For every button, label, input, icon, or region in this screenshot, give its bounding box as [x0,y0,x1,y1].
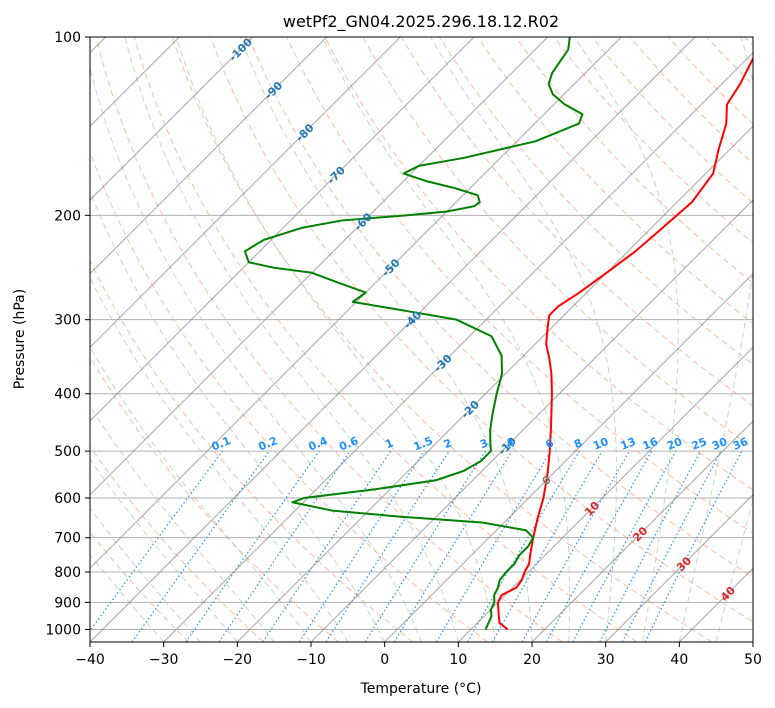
isotherm-line [90,37,328,275]
dry-adiabat [90,259,414,642]
moist-adiabat [90,276,349,642]
chart-title: wetPf2_GN04.2025.296.18.12.R02 [283,12,559,32]
temperature-profile-line [497,56,753,631]
isotherm-line [90,37,549,496]
moist-adiabat [175,37,496,642]
dry-adiabat [515,37,753,284]
mixing-ratio-line [521,450,631,642]
mixing-ratio-labels: 0.1 0.2 0.4 0.6 1 1.5 2 3 4 6 8 10 13 16 20 25 30 36 [210,434,751,453]
moist-adiabat [715,498,753,642]
x-axis-title: Temperature (°C) [360,681,482,697]
isotherm-line [531,420,753,642]
mixing-ratio-line [90,450,223,632]
mixing-ratio-line [298,450,425,642]
mixing-ratio-label: 20 [665,435,684,453]
dewpoint-profile-line [243,37,584,630]
mixing-ratio-label: 8 [572,436,584,451]
pressure-gridlines [90,36,753,630]
plot-background [90,37,753,642]
mixing-ratio-label: 30 [710,435,729,453]
mixing-ratio-line [262,450,392,642]
x-tick-label: −40 [75,652,105,668]
isotherm-line [163,51,753,642]
isotherm-line [90,37,401,349]
x-tick-label: 50 [744,652,762,668]
moist-adiabat [90,553,165,642]
x-tick-label: 10 [449,652,467,668]
dry-adiabat [248,37,753,578]
mixing-ratio-line [393,450,513,642]
y-tick-label: 300 [54,313,81,329]
mixing-ratio-line [644,450,743,642]
y-tick-label: 400 [54,387,81,403]
plot-frame [89,36,754,643]
x-tick-label: −20 [223,652,253,668]
isotherm-line [90,37,475,422]
y-tick-label: 100 [54,30,81,46]
mixing-ratio-line [572,450,677,642]
y-tick-label: 500 [54,444,81,460]
moist-adiabats [90,37,753,642]
mixing-ratio-line [218,450,351,642]
isotherm-line [384,272,753,642]
x-tick-label: 20 [523,652,541,668]
moist-adiabat [239,37,533,642]
mixing-ratio-label: 3 [478,436,490,451]
moist-adiabat [90,189,386,642]
moist-adiabat [678,37,753,642]
moist-adiabat [90,507,201,642]
mixing-ratio-label: 2 [442,436,454,451]
dry-adiabat [90,445,264,642]
moist-adiabat [90,458,238,642]
moist-adiabat [90,405,275,642]
x-tick-label: −30 [149,652,179,668]
dry-adiabat [171,37,712,642]
moist-adiabat [322,37,571,642]
moist-adiabat [90,66,422,642]
dry-adiabat [133,37,638,642]
mixing-ratio-label: 16 [641,435,660,453]
mixing-ratio-label: 25 [690,435,709,453]
mixing-ratio-label: 13 [619,435,638,453]
sounding-profiles [243,37,753,631]
isotherms [90,37,753,642]
dry-adiabat [90,356,339,642]
dry-adiabat [286,37,753,534]
mixing-ratio-label: 1 [383,436,395,451]
isotherm-line [90,37,696,642]
isotherm-line [457,346,753,642]
isotherm-line [90,37,622,570]
x-tick-label: 40 [670,652,688,668]
dry-adiabat [95,37,563,642]
mixing-ratio-label: 36 [731,435,750,453]
y-tick-label: 700 [54,531,81,547]
x-tick-label: −10 [296,652,326,668]
isotherm-line [310,199,753,642]
moist-adiabat [574,37,679,642]
y-axis-title: Pressure (hPa) [12,289,28,389]
mixing-ratio-label: 10 [591,435,610,453]
mixing-ratio-line [185,450,320,642]
x-tick-label: 30 [597,652,615,668]
y-tick-label: 800 [54,565,81,581]
y-axis: 100 200 300 400 500 600 700 800 900 1000 [45,30,90,638]
y-tick-label: 600 [54,491,81,507]
x-tick-label: 0 [380,652,389,668]
y-tick-label: 1000 [45,622,81,638]
mixing-ratio-line [131,450,270,642]
dry-adiabat [324,37,753,491]
isotherm-line [605,493,753,642]
isotherm-line [236,125,753,642]
mixing-ratio-line [545,450,653,642]
x-axis: −40 −30 −20 −10 0 10 20 30 40 50 [75,642,762,668]
dry-adiabats [90,37,753,642]
mixing-ratio-line [325,450,450,642]
moist-adiabat [430,37,618,642]
mixing-ratio-lines [90,450,743,642]
y-tick-label: 200 [54,208,81,224]
y-tick-label: 900 [54,595,81,611]
isotherm-line [90,37,254,201]
dry-adiabat [210,37,753,623]
